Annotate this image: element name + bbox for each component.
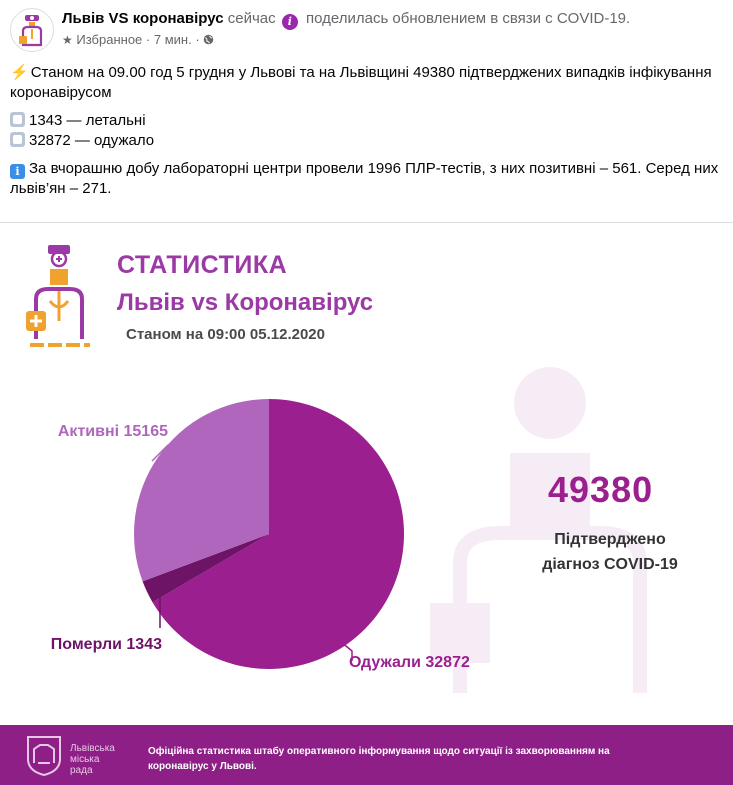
label-recovered-leader (339, 640, 353, 661)
lightning-icon: ⚡ (10, 64, 29, 81)
globe-icon[interactable] (203, 34, 214, 45)
doctor-logo-icon (19, 15, 43, 47)
city-council-emblem-icon (27, 736, 61, 777)
post-timestamp[interactable]: 7 мин. (153, 32, 192, 47)
post-line-4: За вчорашню добу лабораторні центри пров… (10, 160, 719, 197)
total-cases-value: 49380 (548, 469, 654, 510)
author-name[interactable]: Львів VS коронавірус (62, 10, 224, 27)
label-recovered: Одужали 32872 (349, 654, 470, 671)
info-icon[interactable]: i (281, 14, 298, 30)
post-paragraph-4: i За вчорашню добу лабораторні центри про… (10, 159, 725, 199)
meta-separator: · (145, 32, 151, 47)
council-name-line-1: Львівська (70, 743, 115, 754)
favorites-label[interactable]: Избранное (76, 32, 143, 47)
header-line: Львів VS коронавірус сейчас i поделилась… (62, 10, 630, 30)
watermark-doctor-icon (430, 367, 647, 693)
caption-line-2: діагноз COVID-19 (542, 556, 678, 573)
post-line-3: 32872 — одужало (29, 132, 155, 149)
council-name: Львівська міська рада (70, 743, 115, 776)
white-square-icon (10, 132, 25, 147)
pie-chart: Одужали 32872 Померли 1343 Активні 15165 (51, 399, 470, 671)
post-line-1: Станом на 09.00 год 5 грудня у Львові та… (10, 64, 712, 101)
pie-slice-deceased (142, 534, 269, 603)
post-paragraph-3: 32872 — одужало (10, 131, 725, 151)
post-meta: ★ Избранное · 7 мин. · (62, 32, 214, 47)
doctor-logo-icon (26, 245, 90, 347)
information-icon: i (10, 164, 25, 179)
label-deceased-leader (147, 582, 161, 628)
infographic-image[interactable]: СТАТИСТИКА Львів vs Коронавірус Станом н… (0, 223, 733, 785)
label-active-leader (151, 444, 169, 462)
star-icon: ★ (62, 33, 73, 47)
post-line-2: 1343 — летальні (29, 112, 146, 129)
post-paragraph-2: 1343 — летальні (10, 111, 725, 131)
label-deceased: Померли 1343 (51, 636, 162, 653)
post-divider (0, 222, 733, 223)
meta-separator-2: · (195, 32, 200, 47)
post-time-word: сейчас (227, 10, 276, 27)
post-action: поделилась обновлением в связи с COVID-1… (305, 10, 631, 27)
post-paragraph-1: ⚡ Станом на 09.00 год 5 грудня у Львові т… (10, 63, 725, 103)
council-name-line-2: міська (70, 754, 100, 765)
label-active: Активні 15165 (58, 423, 168, 440)
white-square-icon (10, 112, 25, 127)
infographic-title: СТАТИСТИКА (117, 251, 288, 279)
total-cases-caption: Підтверджено діагноз COVID-19 (530, 527, 690, 577)
pie-slice-recovered (152, 399, 404, 669)
post-header: Львів VS коронавірус сейчас i поделилась… (10, 8, 725, 54)
footer-text: Офіційна статистика штабу оперативного і… (148, 746, 610, 772)
footer-band: Львівська міська рада Офіційна статистик… (0, 725, 733, 785)
caption-line-1: Підтверджено (554, 531, 666, 548)
council-name-line-3: рада (70, 765, 93, 776)
page-avatar[interactable] (10, 8, 54, 52)
infographic-subtitle: Львів vs Коронавірус (117, 289, 374, 316)
post-body: ⚡ Станом на 09.00 год 5 грудня у Львові т… (10, 63, 725, 207)
pie-slice-active (134, 399, 269, 582)
infographic-date: Станом на 09:00 05.12.2020 (126, 326, 325, 343)
